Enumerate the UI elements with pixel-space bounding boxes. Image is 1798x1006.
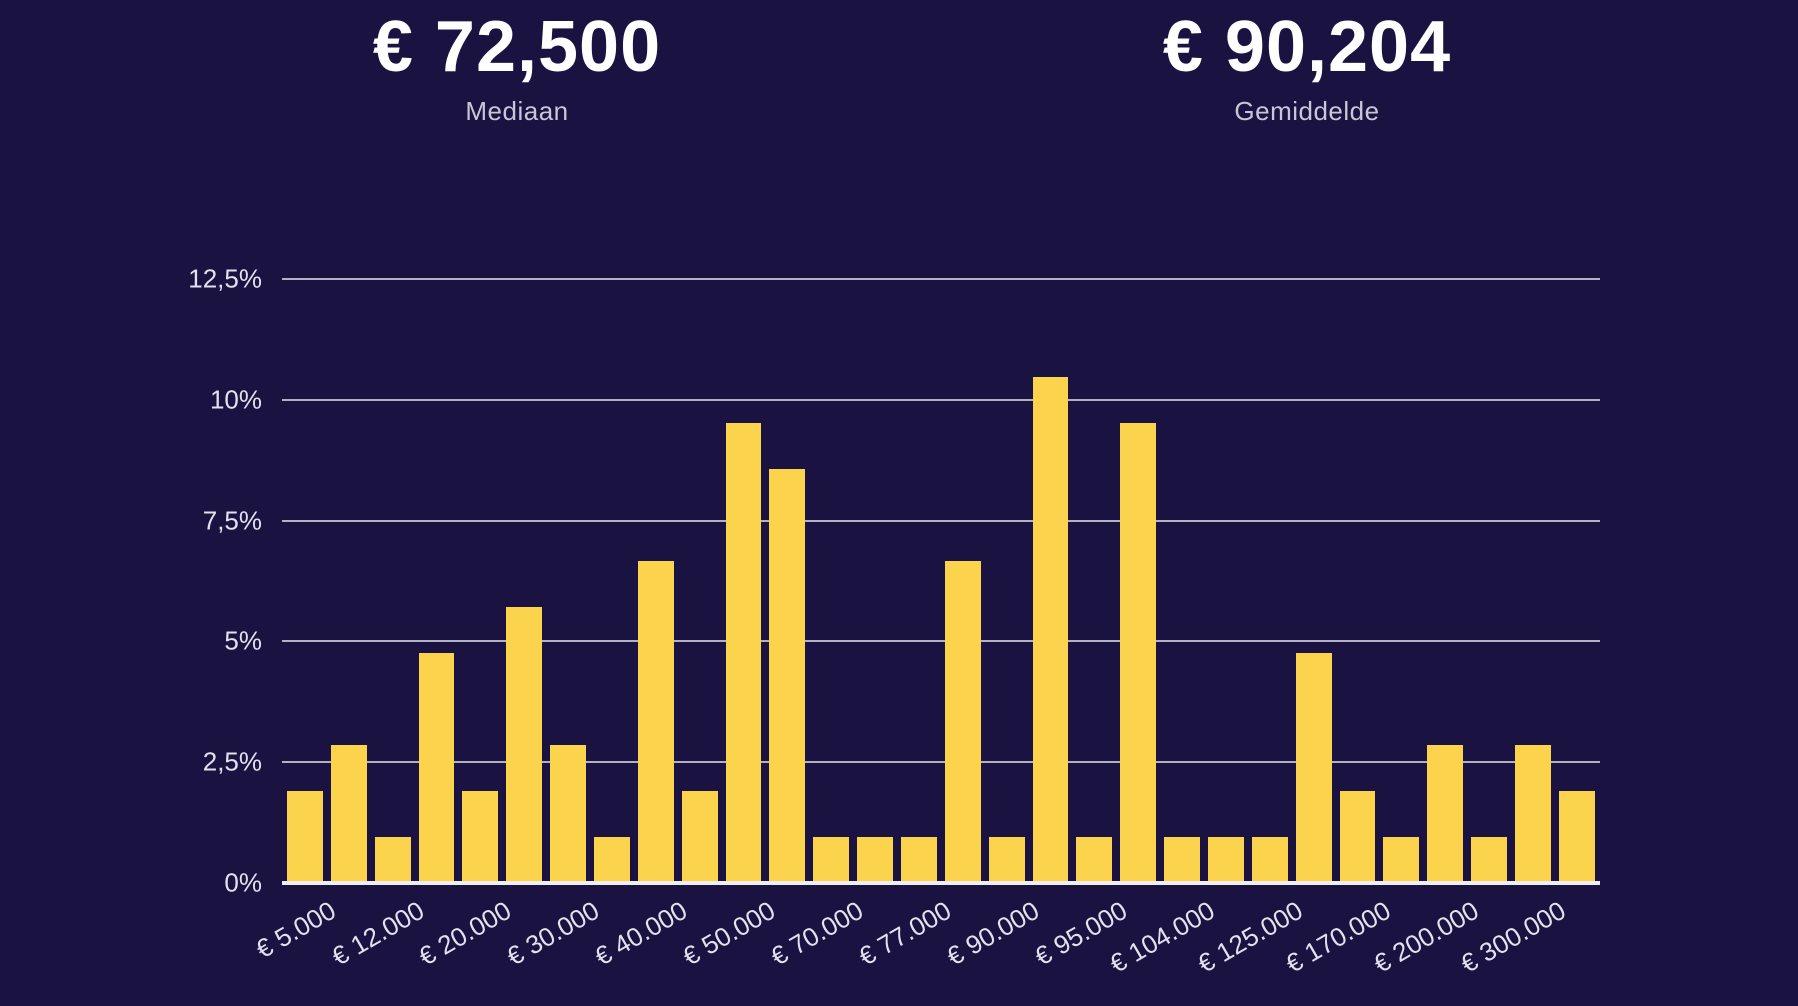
gridline-25 [282,761,1600,764]
bar [1032,376,1069,883]
bar [462,791,499,883]
x-axis-tick-label: € 5.000 [250,895,341,965]
bar [1208,837,1244,883]
bar [1471,837,1508,883]
bar [1295,653,1332,883]
bar [857,837,894,883]
bar [330,744,367,883]
bar [637,560,674,883]
gridline-10 [282,398,1600,401]
x-axis-tick-label: € 77.000 [853,895,956,972]
bar [1164,837,1201,883]
gridline-5 [282,640,1600,643]
bar [769,468,806,883]
bar [1076,837,1113,883]
gridline-75 [282,519,1600,522]
bar [287,791,323,883]
bar [1515,744,1551,883]
mean-stat: € 90,204 Gemiddelde [1162,7,1452,127]
plot-area: 0% 2,5% 5% 7,5% 10% 12,5% € 5.000 € 12.000 € 20.… [188,264,1600,979]
bar [374,837,411,883]
bar [1558,791,1595,883]
bar [988,837,1025,883]
x-axis-tick-label: € 20.000 [413,895,517,972]
x-axis-tick-label: € 90.000 [941,895,1044,972]
bar [1427,744,1464,883]
median-label: Mediaan [465,95,569,126]
y-axis-tick-label: 10% [209,384,262,415]
y-axis-tick-label: 0% [224,867,262,898]
bar [813,837,850,883]
bar [418,653,455,883]
x-axis-line [282,881,1600,885]
median-value: € 72,500 [372,7,662,87]
bar [550,744,587,883]
bar [1120,423,1157,883]
x-axis-tick-label: € 40.000 [589,895,693,972]
bar [1251,837,1288,883]
y-axis-tick-label: 2,5% [202,746,262,777]
median-stat: € 72,500 Mediaan [372,7,662,127]
x-axis-tick-label: € 12.000 [326,895,429,972]
bar [901,837,937,883]
x-axis-tick-label: € 30.000 [501,895,605,972]
bar [506,607,543,883]
bars-container [282,279,1600,883]
bar [594,837,630,883]
gridline-125 [282,278,1600,280]
bar [1383,837,1420,883]
bar [944,560,981,883]
x-axis-tick-label: € 50.000 [677,895,781,972]
bar [681,791,718,883]
x-axis-tick-label: € 70.000 [765,895,869,972]
mean-value: € 90,204 [1162,7,1452,87]
y-axis-tick-label: 5% [224,625,262,656]
y-axis-tick-label: 7,5% [202,505,262,536]
bar [1339,791,1376,883]
y-axis-tick-label: 12,5% [188,263,262,294]
mean-label: Gemiddelde [1234,95,1380,126]
bar [725,423,762,883]
